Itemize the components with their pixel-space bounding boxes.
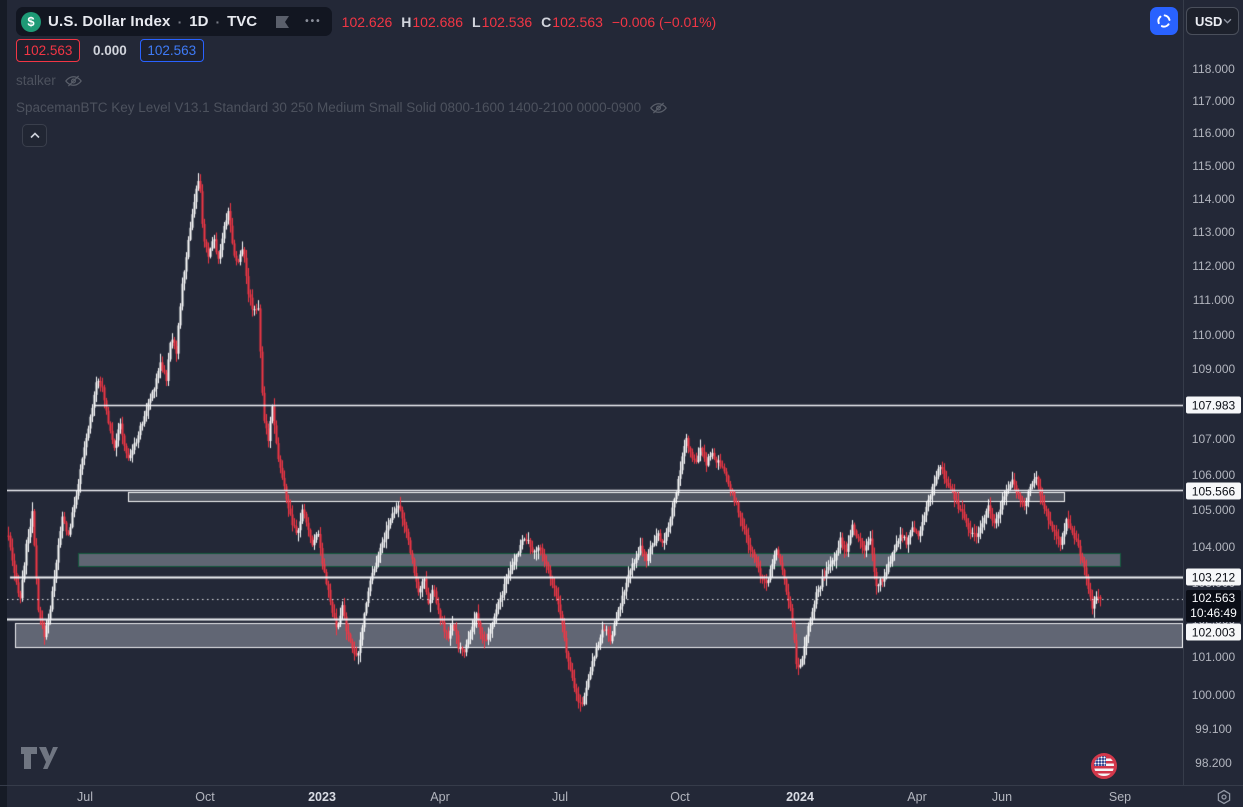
last-price-label: 102.563 10:46:49 [1186, 590, 1241, 622]
countdown-timer: 10:46:49 [1190, 606, 1237, 620]
chevron-down-icon [1223, 18, 1232, 24]
time-axis[interactable]: Jul Oct 2023 Apr Jul Oct 2024 Apr Jun Sep [0, 785, 1243, 807]
bid-price-pill[interactable]: 102.563 [16, 39, 80, 62]
price-tick: 105.000 [1191, 503, 1236, 517]
chevron-up-icon [29, 132, 40, 139]
indicator-name: SpacemanBTC Key Level V13.1 Standard 30 … [16, 100, 642, 115]
time-label: Apr [907, 790, 927, 804]
price-tick: 100.000 [1191, 688, 1236, 702]
collapse-legend-button[interactable] [22, 124, 47, 147]
spread-value: 0.000 [93, 43, 127, 58]
price-chart-canvas[interactable] [7, 0, 1183, 785]
price-level-badge: 105.566 [1186, 482, 1241, 500]
tradingview-logo[interactable] [20, 745, 58, 776]
high-label: H [401, 13, 412, 30]
time-label: Oct [195, 790, 215, 804]
symbol-pill[interactable]: $ U.S. Dollar Index · 1D · TVC ••• [16, 7, 332, 36]
flag-canton [1094, 756, 1106, 766]
price-level-badge: 102.003 [1186, 623, 1241, 641]
interval-label[interactable]: 1D [189, 13, 209, 30]
time-label: 2023 [308, 790, 336, 804]
time-label: 2024 [786, 790, 814, 804]
price-tick: 104.000 [1191, 540, 1236, 554]
bid-ask-row: 102.563 0.000 102.563 [16, 39, 204, 62]
drawing-toolbar-strip[interactable] [0, 0, 7, 807]
time-label: Jul [77, 790, 93, 804]
more-options-icon[interactable]: ••• [305, 16, 322, 27]
currency-dropdown[interactable]: USD [1186, 7, 1239, 35]
price-level-badge: 103.212 [1186, 568, 1241, 586]
hidden-eye-icon[interactable] [64, 74, 82, 88]
flag-symbol-icon[interactable] [270, 12, 294, 32]
time-label: Oct [670, 790, 690, 804]
separator-dot: · [177, 13, 183, 30]
last-price-value: 102.563 [1191, 591, 1236, 605]
price-tick: 99.100 [1195, 722, 1232, 736]
time-label: Jun [991, 790, 1013, 804]
change-value: −0.006 (−0.01%) [611, 13, 717, 30]
price-tick: 107.000 [1191, 432, 1236, 446]
close-label: C [541, 13, 552, 30]
time-label: Apr [430, 790, 450, 804]
time-label: Jul [552, 790, 568, 804]
close-value: 102.563 [552, 13, 603, 30]
us-flag-symbol-icon [1091, 753, 1117, 779]
low-label: L [472, 13, 481, 30]
price-tick: 106.000 [1191, 468, 1236, 482]
price-tick: 112.000 [1192, 259, 1235, 273]
open-value: 102.626 [341, 13, 393, 30]
high-value: 102.686 [412, 13, 463, 30]
axis-settings-gear-icon[interactable] [1216, 789, 1232, 807]
currency-value: USD [1195, 13, 1223, 29]
dashed-circle-icon [1157, 14, 1171, 28]
price-tick: 118.000 [1192, 62, 1235, 76]
time-label: Sep [1108, 790, 1132, 804]
indicator-row-spacemanbtc[interactable]: SpacemanBTC Key Level V13.1 Standard 30 … [16, 100, 668, 115]
hidden-eye-icon[interactable] [650, 101, 668, 115]
snapshot-sync-button[interactable] [1150, 7, 1178, 35]
price-tick: 111.000 [1192, 293, 1235, 307]
price-level-badge: 107.983 [1186, 396, 1241, 414]
symbol-title[interactable]: U.S. Dollar Index [48, 13, 171, 30]
indicator-name: stalker [16, 73, 56, 88]
price-tick: 113.000 [1192, 225, 1235, 239]
low-value: 102.536 [481, 13, 533, 30]
price-tick: 117.000 [1192, 94, 1235, 108]
separator-dot: · [215, 13, 221, 30]
price-tick: 110.000 [1192, 328, 1235, 342]
price-tick: 98.200 [1195, 756, 1232, 770]
price-tick: 115.000 [1192, 159, 1235, 173]
symbol-logo-icon: $ [21, 11, 41, 32]
chart-legend-header: $ U.S. Dollar Index · 1D · TVC ••• 102.6… [16, 7, 716, 36]
ask-price-pill[interactable]: 102.563 [139, 39, 204, 62]
price-tick: 101.000 [1191, 650, 1236, 664]
ohlc-readout: 102.626 H 102.686 L 102.536 C 102.563 −0.00… [342, 14, 717, 30]
price-tick: 114.000 [1192, 192, 1235, 206]
price-tick: 109.000 [1191, 362, 1236, 376]
price-tick: 116.000 [1192, 126, 1235, 140]
exchange-label: TVC [227, 13, 258, 30]
indicator-row-stalker[interactable]: stalker [16, 73, 82, 88]
price-axis[interactable]: 118.000 117.000 116.000 115.000 114.000 113.0… [1183, 0, 1243, 785]
